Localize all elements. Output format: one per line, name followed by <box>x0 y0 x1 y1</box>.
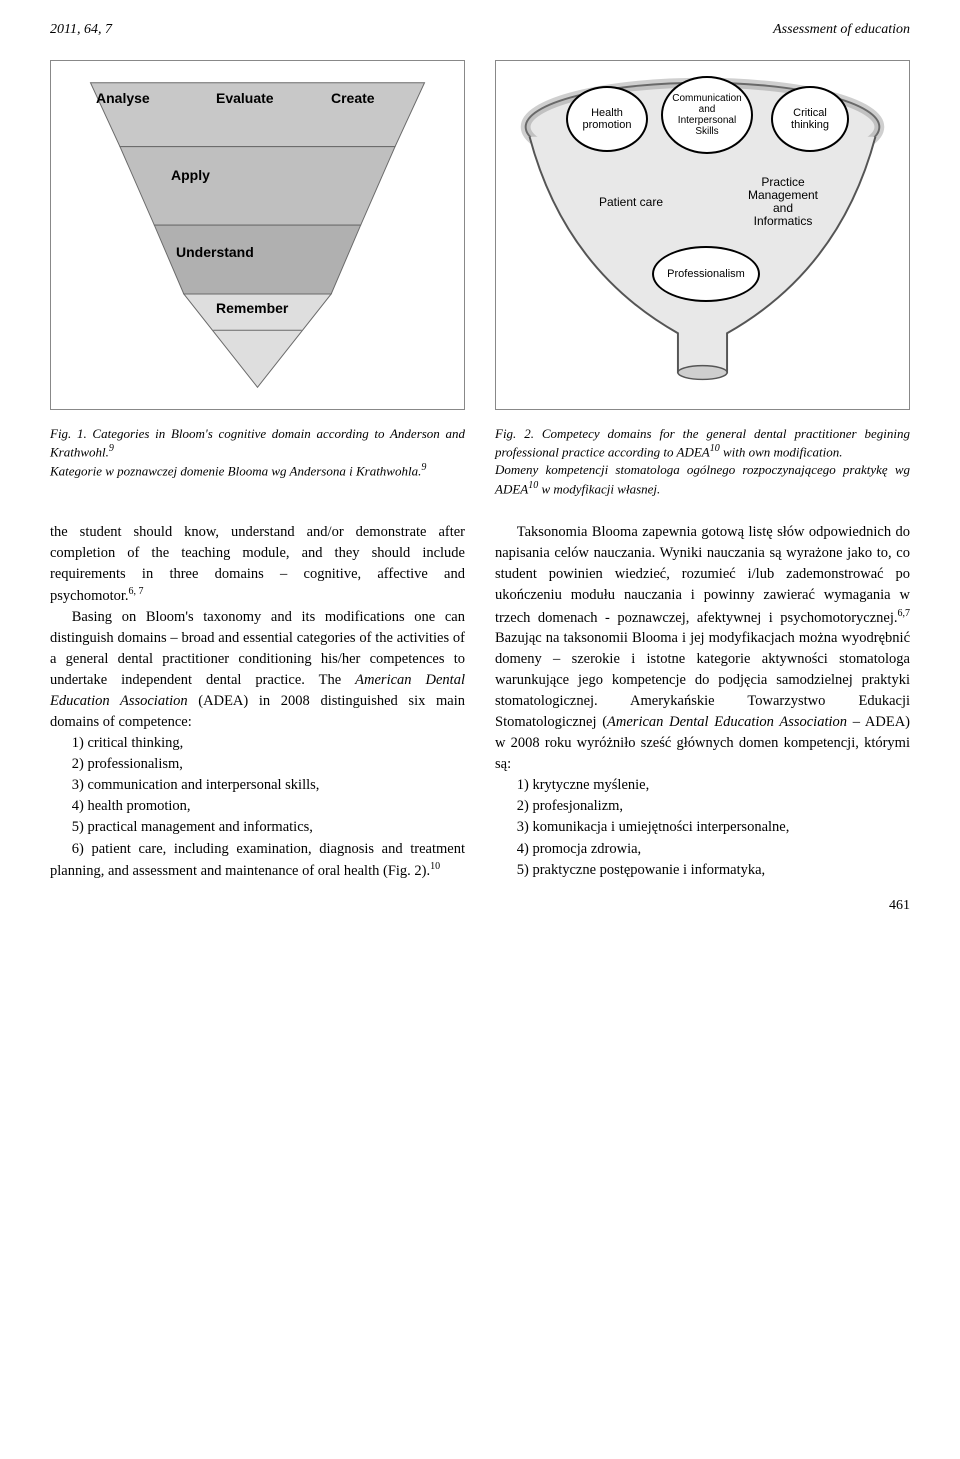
left-l1: 1) critical thinking, <box>50 733 465 754</box>
bloom-understand: Understand <box>176 243 254 263</box>
left-l4: 4) health promotion, <box>50 796 465 817</box>
right-l3: 3) komunikacja i umiejętności interperso… <box>495 817 910 838</box>
right-p1-ital: American Dental Education Association <box>607 714 847 730</box>
bubble-professionalism: Professionalism <box>652 246 760 302</box>
figure-2-caption: Fig. 2. Competecy domains for the genera… <box>495 425 910 498</box>
right-l2: 2) profesjonalizm, <box>495 796 910 817</box>
page-number: 461 <box>50 896 910 916</box>
right-l5: 5) praktyczne postępowanie i informatyka… <box>495 860 910 881</box>
bubble-communication: Communication and Interpersonal Skills <box>661 76 753 154</box>
bloom-evaluate: Evaluate <box>216 89 274 109</box>
fig2-sup2: 10 <box>528 480 538 491</box>
label-practice-mgmt: Practice Management and Informatics <box>738 176 828 229</box>
right-l4: 4) promocja zdrowia, <box>495 839 910 860</box>
figures-row: Analyse Evaluate Create Apply Understand… <box>50 60 910 498</box>
right-p1-sup: 6,7 <box>898 608 911 619</box>
figure-1-caption: Fig. 1. Categories in Bloom's cognitive … <box>50 425 465 480</box>
fig1-sup2: 9 <box>421 462 426 473</box>
bubble-critical-thinking: Critical thinking <box>771 86 849 152</box>
left-l3: 3) communication and interpersonal skill… <box>50 775 465 796</box>
left-l6: 6) patient care, including examination, … <box>50 841 465 879</box>
fig2-caption-en2: with own modification. <box>720 444 843 459</box>
right-l1: 1) krytyczne myślenie, <box>495 775 910 796</box>
fig2-caption-en: Fig. 2. Competecy domains for the genera… <box>495 426 910 460</box>
figure-1: Analyse Evaluate Create Apply Understand… <box>50 60 465 498</box>
page-header: 2011, 64, 7 Assessment of education <box>50 20 910 40</box>
bloom-triangle-svg <box>61 71 454 399</box>
label-patient-care: Patient care <box>586 196 676 209</box>
right-p1a: Taksonomia Blooma zapewnia gotową listę … <box>495 524 910 625</box>
left-l5: 5) practical management and informatics, <box>50 817 465 838</box>
left-l2: 2) professionalism, <box>50 754 465 775</box>
header-right: Assessment of education <box>773 20 910 40</box>
figure-1-graphic: Analyse Evaluate Create Apply Understand… <box>50 60 465 410</box>
left-l6-sup: 10 <box>430 861 440 872</box>
body-columns: the student should know, understand and/… <box>50 522 910 881</box>
fig1-caption-pl: Kategorie w poznawczej domenie Blooma wg… <box>50 463 421 478</box>
figure-2-graphic: Health promotion Communication and Inter… <box>495 60 910 410</box>
left-column: the student should know, understand and/… <box>50 522 465 881</box>
bloom-apply: Apply <box>171 166 210 186</box>
figure-2: Health promotion Communication and Inter… <box>495 60 910 498</box>
right-column: Taksonomia Blooma zapewnia gotową listę … <box>495 522 910 881</box>
fig2-caption-pl2: w modyfikacji własnej. <box>538 481 660 496</box>
fig1-sup1: 9 <box>109 443 114 454</box>
left-p1-sup: 6, 7 <box>129 586 144 597</box>
bloom-create: Create <box>331 89 375 109</box>
header-left: 2011, 64, 7 <box>50 20 112 40</box>
bloom-analyse: Analyse <box>96 89 150 109</box>
fig2-sup1: 10 <box>710 443 720 454</box>
left-p1: the student should know, understand and/… <box>50 524 465 604</box>
bloom-remember: Remember <box>216 299 288 319</box>
bubble-health-promotion: Health promotion <box>566 86 648 152</box>
